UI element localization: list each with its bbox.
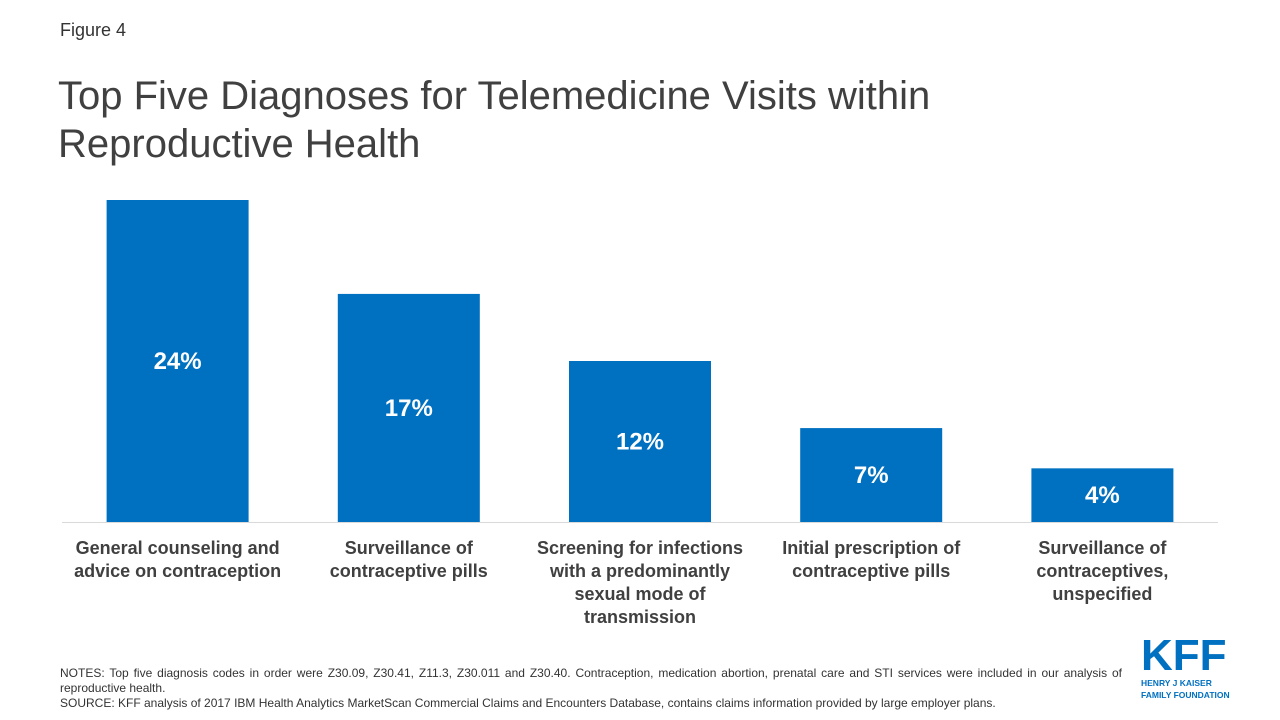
category-label-3: Screening for infections with a predomina…	[537, 538, 743, 627]
bar-4	[800, 428, 943, 522]
figure-label: Figure 4	[60, 20, 127, 40]
data-label-3: 12%	[616, 429, 664, 456]
chart-title: Top Five Diagnoses for Telemedicine Visi…	[58, 74, 931, 166]
bar-1	[106, 200, 249, 522]
notes-text: NOTES: Top five diagnosis codes in order…	[60, 666, 1122, 695]
data-label-2: 17%	[385, 395, 433, 422]
logo-line-2: FAMILY FOUNDATION	[1141, 690, 1230, 700]
data-label-5: 4%	[1085, 482, 1120, 509]
logo-mark: KFF	[1141, 631, 1227, 680]
bar-chart: 24% General counseling and advice on contr…	[62, 200, 1218, 627]
data-label-4: 7%	[854, 462, 889, 489]
notes-block: NOTES: Top five diagnosis codes in order…	[60, 666, 1122, 711]
bar-3	[569, 361, 711, 522]
logo-line-1: HENRY J KAISER	[1141, 678, 1212, 688]
category-label-1: General counseling and advice on contrace…	[74, 538, 281, 581]
data-label-1: 24%	[154, 348, 202, 375]
category-label-5: Surveillance of contraceptives, unspecifie…	[1036, 538, 1168, 604]
source-text: SOURCE: KFF analysis of 2017 IBM Health …	[60, 696, 996, 710]
category-label-2: Surveillance of contraceptive pills	[330, 538, 488, 581]
kff-logo: KFF HENRY J KAISER FAMILY FOUNDATION	[1141, 631, 1235, 701]
bar-2	[337, 293, 480, 522]
category-label-4: Initial prescription of contraceptive pil…	[782, 538, 961, 581]
bar-5	[1031, 468, 1174, 522]
